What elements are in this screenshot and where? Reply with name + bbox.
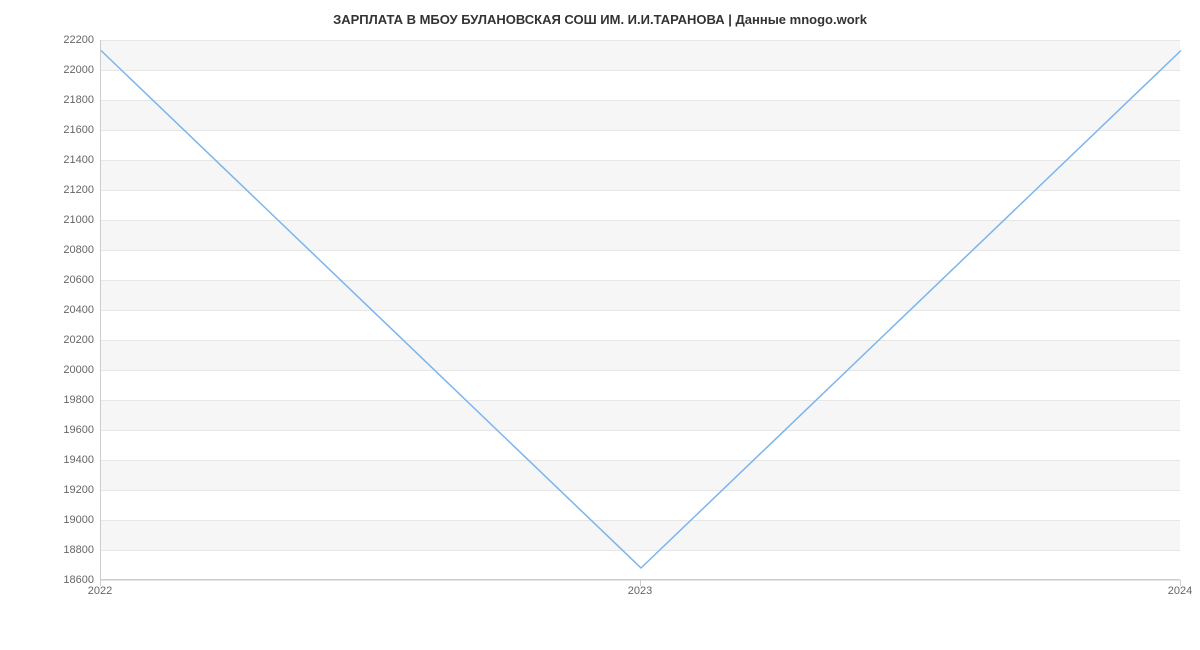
y-axis-label: 22200: [54, 34, 94, 46]
y-axis-label: 20400: [54, 304, 94, 316]
y-axis-label: 21800: [54, 94, 94, 106]
y-axis-label: 21200: [54, 184, 94, 196]
y-axis-label: 19800: [54, 394, 94, 406]
y-axis-label: 19600: [54, 424, 94, 436]
plot-area: [100, 40, 1180, 580]
y-axis-label: 21000: [54, 214, 94, 226]
y-axis-label: 21600: [54, 124, 94, 136]
x-axis-label: 2022: [88, 585, 112, 597]
x-axis-label: 2024: [1168, 585, 1192, 597]
x-axis-label: 2023: [628, 585, 652, 597]
y-axis-label: 21400: [54, 154, 94, 166]
y-axis-label: 19000: [54, 514, 94, 526]
y-axis-label: 19400: [54, 454, 94, 466]
y-axis-label: 20000: [54, 364, 94, 376]
chart-title: ЗАРПЛАТА В МБОУ БУЛАНОВСКАЯ СОШ ИМ. И.И.…: [0, 0, 1200, 27]
chart-container: 1860018800190001920019400196001980020000…: [60, 40, 1180, 600]
data-line: [101, 40, 1181, 580]
y-axis-label: 20800: [54, 244, 94, 256]
y-axis-label: 18800: [54, 544, 94, 556]
y-axis-label: 22000: [54, 64, 94, 76]
y-axis-label: 20600: [54, 274, 94, 286]
y-axis-label: 19200: [54, 484, 94, 496]
y-axis-label: 20200: [54, 334, 94, 346]
